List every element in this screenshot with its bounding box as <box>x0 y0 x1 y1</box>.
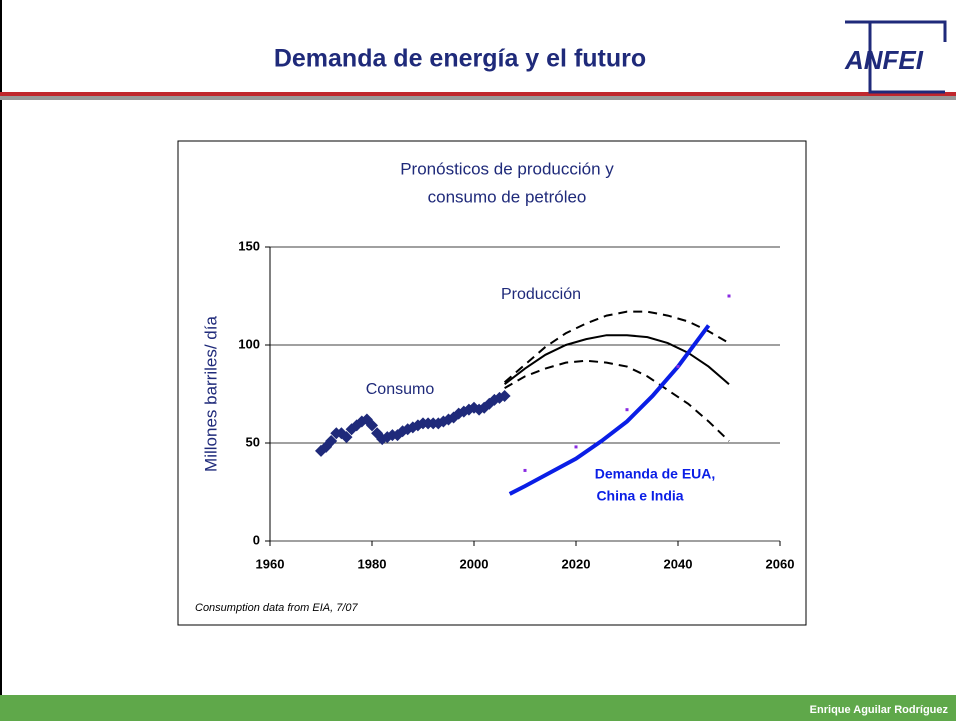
x-tick-label: 2000 <box>460 556 489 571</box>
y-tick-label: 150 <box>238 238 260 253</box>
y-tick-label: 50 <box>246 434 260 449</box>
header-rule <box>0 92 956 96</box>
slide-title: Demanda de energía y el futuro <box>274 45 646 73</box>
x-tick-label: 2020 <box>562 556 591 571</box>
y-axis-label: Millones barriles/ día <box>201 316 220 472</box>
x-tick-label: 1980 <box>358 556 387 571</box>
dot-marker <box>574 445 578 449</box>
series-line <box>503 334 730 385</box>
chart-title: Pronósticos de producción y <box>400 159 614 178</box>
dot-marker <box>625 408 629 412</box>
dot-marker <box>727 294 731 298</box>
y-tick-label: 100 <box>238 336 260 351</box>
annotation: Producción <box>501 286 581 303</box>
annotation: Demanda de EUA, <box>595 466 716 482</box>
x-tick-label: 1960 <box>256 556 285 571</box>
logo: ANFEI <box>844 20 947 94</box>
chart-frame <box>177 140 807 626</box>
annotation: China e India <box>596 488 683 504</box>
diamond-marker <box>325 435 338 448</box>
logo-frame <box>845 20 947 94</box>
annotation: Consumo <box>366 381 435 398</box>
y-tick-label: 0 <box>253 532 260 547</box>
x-tick-label: 2040 <box>664 556 693 571</box>
diamond-marker <box>498 389 511 402</box>
footer-author: Enrique Aguilar Rodríguez <box>810 704 949 716</box>
logo-text: ANFEI <box>844 45 924 75</box>
diamond-marker <box>366 419 378 432</box>
series-line <box>503 310 730 383</box>
x-tick-label: 2060 <box>766 556 795 571</box>
footer-bar <box>0 695 956 721</box>
diamond-marker <box>340 431 353 444</box>
chart-title: consumo de petróleo <box>428 187 587 206</box>
chart-note: Consumption data from EIA, 7/07 <box>195 602 359 614</box>
header-shadow <box>0 96 956 100</box>
series-line <box>508 324 711 496</box>
dot-marker <box>523 468 527 472</box>
dot-marker <box>676 365 680 369</box>
